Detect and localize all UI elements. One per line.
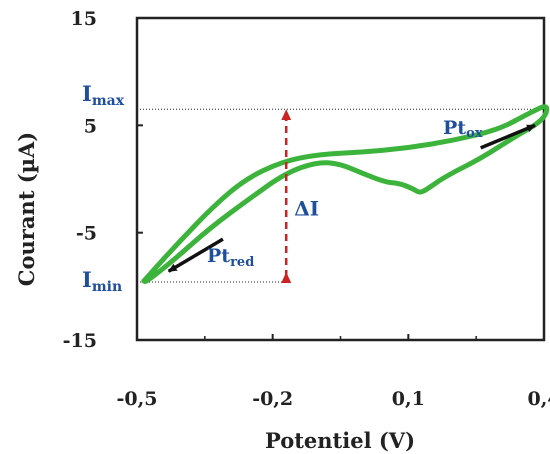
pt-ox-label: Ptox xyxy=(443,117,483,141)
i-min-label: Imin xyxy=(82,267,122,295)
cv-curve-series xyxy=(141,104,550,284)
y-tick-label: -5 xyxy=(76,223,97,245)
pt-red-label: Ptred xyxy=(207,245,254,270)
delta-i-label: ΔI xyxy=(294,197,319,221)
y-tick-label: 5 xyxy=(84,115,97,137)
i-max-label: Imax xyxy=(82,81,125,109)
x-axis-title: Potentiel (V) xyxy=(265,428,415,453)
x-tick-label: 0,4 xyxy=(527,388,550,410)
pt-red-arrow xyxy=(167,237,224,273)
y-axis-title: Courant (µA) xyxy=(14,132,39,286)
y-tick-label: -15 xyxy=(63,330,97,352)
x-axis-ticks: -0,5 -0,2 0,1 0,4 xyxy=(117,334,550,410)
pt-ox-arrow xyxy=(480,123,536,150)
plot-frame xyxy=(135,16,546,342)
x-tick-label: -0,5 xyxy=(117,388,158,410)
x-tick-label: 0,1 xyxy=(392,388,425,410)
y-axis-ticks: 15 5 -5 -15 xyxy=(63,8,143,352)
x-tick-label: -0,2 xyxy=(252,388,293,410)
y-tick-label: 15 xyxy=(71,8,97,30)
